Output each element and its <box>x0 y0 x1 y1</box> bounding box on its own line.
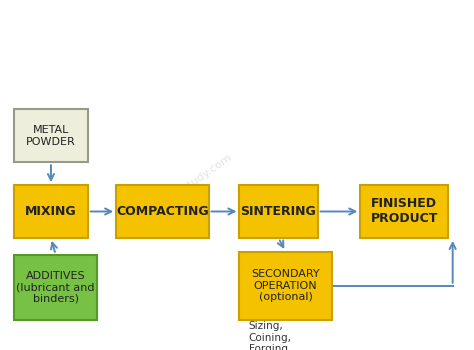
Text: FINISHED
PRODUCT: FINISHED PRODUCT <box>370 197 438 225</box>
FancyBboxPatch shape <box>360 185 448 238</box>
Text: www.mech4study.com: www.mech4study.com <box>126 153 234 232</box>
Text: COMPACTING: COMPACTING <box>116 205 209 218</box>
Text: MIXING: MIXING <box>25 205 77 218</box>
Text: SINTERING: SINTERING <box>241 205 316 218</box>
FancyBboxPatch shape <box>239 185 318 238</box>
Text: SECONDARY
OPERATION
(optional): SECONDARY OPERATION (optional) <box>251 269 320 302</box>
FancyBboxPatch shape <box>116 185 209 238</box>
Text: Sizing,
Coining,
Forging,
Infiltration etc.: Sizing, Coining, Forging, Infiltration e… <box>249 321 326 350</box>
FancyBboxPatch shape <box>14 109 88 162</box>
FancyBboxPatch shape <box>14 185 88 238</box>
FancyBboxPatch shape <box>14 255 97 320</box>
Text: METAL
POWDER: METAL POWDER <box>26 125 76 147</box>
FancyBboxPatch shape <box>239 252 332 320</box>
Text: ADDITIVES
(lubricant and
binders): ADDITIVES (lubricant and binders) <box>17 271 95 304</box>
Text: POWDER METALLURGY PROCESS: POWDER METALLURGY PROCESS <box>35 14 439 34</box>
